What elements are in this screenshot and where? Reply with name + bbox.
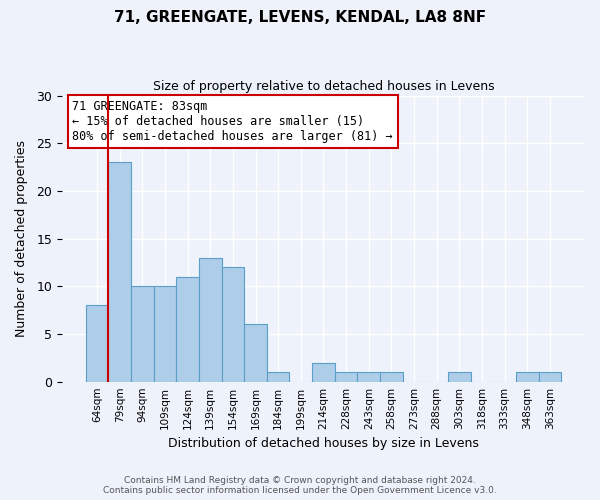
Bar bbox=[335, 372, 358, 382]
X-axis label: Distribution of detached houses by size in Levens: Distribution of detached houses by size … bbox=[168, 437, 479, 450]
Bar bbox=[176, 277, 199, 382]
Bar bbox=[358, 372, 380, 382]
Bar bbox=[221, 267, 244, 382]
Text: 71 GREENGATE: 83sqm
← 15% of detached houses are smaller (15)
80% of semi-detach: 71 GREENGATE: 83sqm ← 15% of detached ho… bbox=[73, 100, 393, 143]
Bar bbox=[267, 372, 289, 382]
Bar bbox=[154, 286, 176, 382]
Text: 71, GREENGATE, LEVENS, KENDAL, LA8 8NF: 71, GREENGATE, LEVENS, KENDAL, LA8 8NF bbox=[114, 10, 486, 25]
Title: Size of property relative to detached houses in Levens: Size of property relative to detached ho… bbox=[152, 80, 494, 93]
Bar bbox=[312, 362, 335, 382]
Bar bbox=[86, 306, 109, 382]
Bar bbox=[131, 286, 154, 382]
Bar bbox=[539, 372, 561, 382]
Bar bbox=[109, 162, 131, 382]
Text: Contains HM Land Registry data © Crown copyright and database right 2024.
Contai: Contains HM Land Registry data © Crown c… bbox=[103, 476, 497, 495]
Bar bbox=[448, 372, 470, 382]
Y-axis label: Number of detached properties: Number of detached properties bbox=[15, 140, 28, 337]
Bar bbox=[199, 258, 221, 382]
Bar bbox=[516, 372, 539, 382]
Bar bbox=[380, 372, 403, 382]
Bar bbox=[244, 324, 267, 382]
